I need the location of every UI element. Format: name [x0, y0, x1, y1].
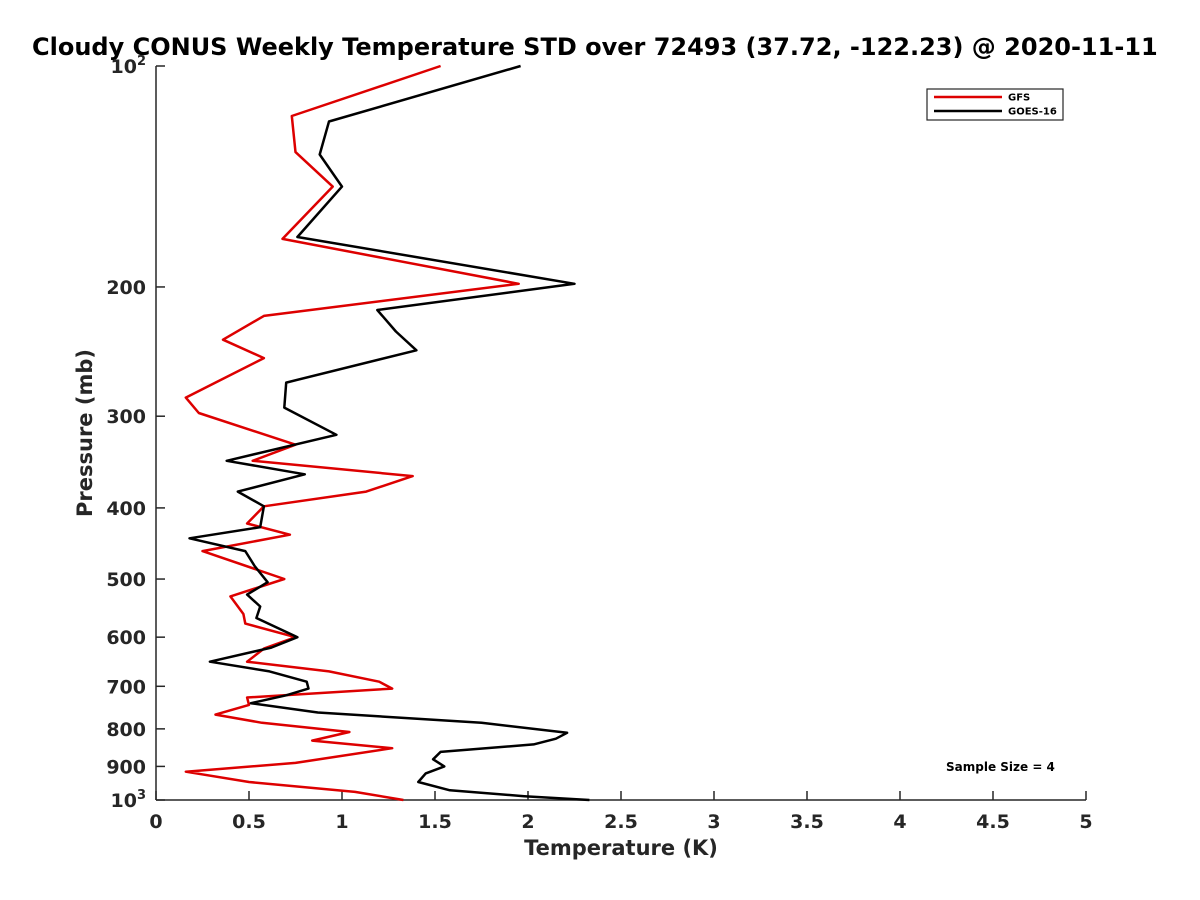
x-tick-label: 3.5	[790, 811, 824, 833]
series-line-goes-16	[188, 64, 590, 802]
x-tick-label: 1.5	[418, 811, 452, 833]
y-tick-label-exponent: 3	[137, 788, 146, 803]
x-ticks: 0 0.5 1 1.5 2 2.5 3 3.5 4 4.5 5	[149, 791, 1093, 833]
y-tick-label: 102	[111, 54, 147, 78]
x-axis-label: Temperature (K)	[524, 836, 718, 860]
legend-label-gfs: GFS	[1008, 93, 1030, 104]
x-tick-label: 2	[521, 811, 534, 833]
x-tick-label: 0	[149, 811, 162, 833]
y-tick-label: 300	[106, 406, 146, 428]
y-tick-label-base: 10	[111, 56, 137, 78]
y-tick-label: 200	[106, 277, 146, 299]
y-tick-label-base: 200	[106, 277, 146, 299]
y-tick-label: 600	[106, 627, 146, 649]
y-tick-label: 700	[106, 676, 146, 698]
y-tick-label: 800	[106, 719, 146, 741]
y-tick-label-base: 700	[106, 676, 146, 698]
legend: GFS GOES-16	[926, 88, 1064, 121]
x-tick-label: 4	[893, 811, 906, 833]
y-tick-label: 500	[106, 569, 146, 591]
y-tick-label: 900	[106, 756, 146, 778]
y-tick-label-base: 10	[111, 790, 137, 812]
x-tick-label: 1	[335, 811, 348, 833]
series-lines	[184, 64, 590, 802]
series-line-gfs	[184, 64, 520, 802]
y-tick-label: 103	[111, 788, 147, 812]
x-tick-label: 4.5	[976, 811, 1010, 833]
x-tick-label: 2.5	[604, 811, 638, 833]
y-tick-label-base: 400	[106, 498, 146, 520]
y-axis-label: Pressure (mb)	[73, 349, 97, 517]
legend-label-goes-16: GOES-16	[1008, 107, 1057, 118]
x-tick-label: 0.5	[232, 811, 266, 833]
y-tick-label-base: 600	[106, 627, 146, 649]
plot-area	[155, 66, 1086, 801]
sample-size-annotation: Sample Size = 4	[946, 760, 1055, 774]
y-tick-label-exponent: 2	[137, 54, 146, 69]
x-tick-label: 3	[707, 811, 720, 833]
y-tick-label-base: 900	[106, 756, 146, 778]
legend-box	[926, 88, 1064, 121]
chart-title: Cloudy CONUS Weekly Temperature STD over…	[32, 33, 1158, 61]
y-tick-label: 400	[106, 498, 146, 520]
y-tick-label-base: 800	[106, 719, 146, 741]
y-tick-label-base: 500	[106, 569, 146, 591]
y-tick-label-base: 300	[106, 406, 146, 428]
x-tick-label: 5	[1079, 811, 1092, 833]
